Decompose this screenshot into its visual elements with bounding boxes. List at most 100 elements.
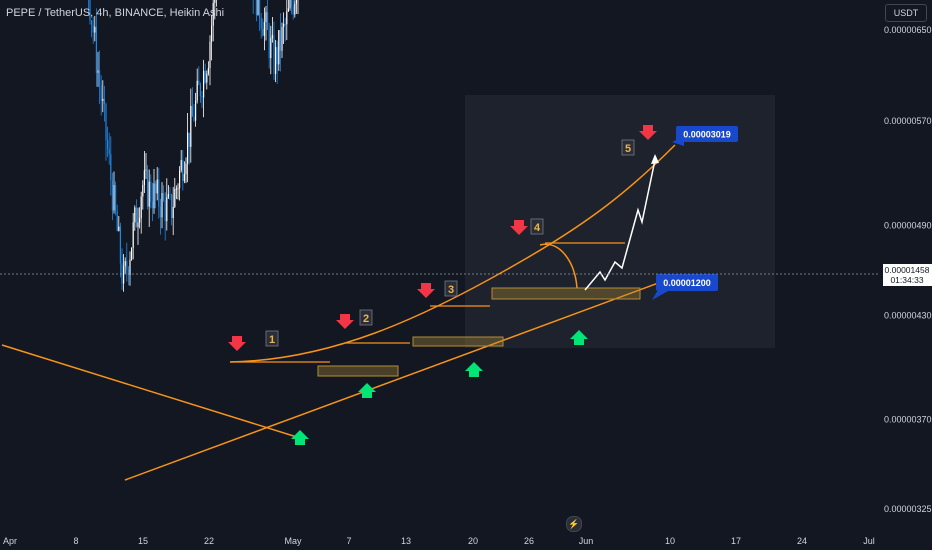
candle-body bbox=[206, 73, 208, 83]
candle-body bbox=[99, 70, 101, 86]
currency-selector[interactable]: USDT bbox=[885, 4, 927, 22]
candle-body bbox=[134, 207, 136, 223]
price-tick-label: 0.00000650 bbox=[884, 25, 932, 35]
time-tick-label: 15 bbox=[138, 536, 148, 546]
candle-body bbox=[161, 193, 163, 218]
down-arrow-icon bbox=[336, 314, 354, 329]
candle-body bbox=[124, 261, 126, 267]
candles bbox=[88, 0, 299, 292]
candle-body bbox=[195, 100, 197, 121]
candle-body bbox=[132, 222, 134, 248]
wave-label-box bbox=[621, 139, 635, 156]
candle-body bbox=[95, 26, 97, 73]
candle-body bbox=[119, 226, 121, 264]
price-tick-label: 0.00000325 bbox=[884, 504, 932, 514]
support-box-1[interactable] bbox=[317, 365, 399, 377]
support-callout[interactable]: 0.00001200 bbox=[652, 274, 718, 300]
time-tick-label: 26 bbox=[524, 536, 534, 546]
support-box-2[interactable] bbox=[412, 336, 504, 347]
wave-label-box bbox=[530, 218, 544, 235]
candle-body bbox=[209, 41, 211, 69]
price-tick-label: 0.00000490 bbox=[884, 220, 932, 230]
down-arrow-icon bbox=[417, 283, 435, 298]
wave-label: 1 bbox=[269, 334, 275, 346]
time-tick-label: 10 bbox=[665, 536, 675, 546]
candle-body bbox=[92, 24, 94, 33]
price-tick-label: 0.00000570 bbox=[884, 116, 932, 126]
time-tick-label: 13 bbox=[401, 536, 411, 546]
candle-body bbox=[191, 105, 193, 117]
candle-body bbox=[116, 211, 118, 231]
candle-body bbox=[180, 160, 182, 171]
candle-body bbox=[294, 3, 296, 15]
wave-label: 4 bbox=[534, 222, 541, 234]
wave-label: 2 bbox=[363, 313, 369, 325]
buy-arrows bbox=[291, 330, 588, 445]
candle-body bbox=[105, 104, 107, 141]
candle-body bbox=[156, 179, 158, 194]
candle-body bbox=[131, 247, 133, 260]
wave-label-box bbox=[359, 309, 373, 326]
candle-body bbox=[126, 261, 128, 270]
candle-body bbox=[291, 0, 293, 7]
up-arrow-icon bbox=[570, 330, 588, 345]
ascending-support-line[interactable] bbox=[124, 274, 681, 481]
down-arrow-icon bbox=[510, 220, 528, 235]
support-price-label: 0.00001200 bbox=[663, 278, 711, 288]
candle-body bbox=[155, 183, 157, 194]
candle-body bbox=[295, 0, 297, 4]
time-tick-label: Jul bbox=[863, 536, 875, 546]
candle-body bbox=[268, 29, 270, 59]
support-box-3[interactable] bbox=[491, 287, 641, 300]
time-tick-label: May bbox=[284, 536, 302, 546]
candle-body bbox=[163, 193, 165, 201]
candle-body bbox=[260, 18, 262, 29]
candle-body bbox=[142, 185, 144, 197]
candle-body bbox=[127, 269, 129, 276]
candle-body bbox=[115, 184, 117, 212]
time-axis[interactable] bbox=[0, 532, 880, 550]
candle-body bbox=[289, 0, 291, 9]
target-callout[interactable]: 0.00003019 bbox=[672, 126, 738, 146]
candle-body bbox=[111, 180, 113, 211]
up-arrow-icon bbox=[358, 383, 376, 398]
candle-body bbox=[273, 35, 275, 75]
price-axis-labels: 0.000065000.000055000.000045000.00003900… bbox=[884, 25, 932, 514]
candle-body bbox=[153, 183, 155, 209]
candle-body bbox=[175, 188, 177, 190]
candle-body bbox=[204, 70, 206, 83]
candle-body bbox=[97, 70, 99, 73]
target-price-label: 0.00003019 bbox=[683, 130, 731, 140]
lightning-icon[interactable]: ⚡ bbox=[566, 516, 582, 532]
candle-body bbox=[179, 170, 181, 189]
time-tick-label: 22 bbox=[204, 536, 214, 546]
candle-body bbox=[148, 181, 150, 207]
parabolic-resistance-curve[interactable] bbox=[229, 144, 676, 363]
descending-trendline[interactable] bbox=[1, 344, 301, 439]
wave-label-box bbox=[444, 280, 458, 297]
time-axis-labels: Apr 8 15 22 May 7 13 20 26 Jun 10 17 24 Jul bbox=[3, 536, 875, 546]
candle-body bbox=[121, 263, 123, 284]
candle-body bbox=[140, 196, 142, 219]
down-arrow-icon bbox=[228, 336, 246, 351]
candle-body bbox=[263, 21, 265, 36]
candle-body bbox=[167, 194, 169, 198]
candle-body bbox=[196, 80, 198, 101]
candle-body bbox=[271, 35, 273, 38]
time-tick-label: 20 bbox=[468, 536, 478, 546]
candle-body bbox=[103, 98, 105, 105]
candle-body bbox=[211, 25, 213, 42]
candle-body bbox=[129, 259, 131, 276]
candle-body bbox=[113, 184, 115, 211]
time-tick-label: 8 bbox=[73, 536, 78, 546]
candle-body bbox=[212, 3, 214, 26]
candle-body bbox=[118, 226, 120, 231]
candle-body bbox=[283, 23, 285, 27]
price-tick-label: 0.00000430 bbox=[884, 311, 932, 321]
candle-body bbox=[276, 47, 278, 65]
time-tick-label: 7 bbox=[346, 536, 351, 546]
candle-body bbox=[188, 132, 190, 147]
candle-body bbox=[166, 197, 168, 222]
candle-body bbox=[183, 174, 185, 182]
